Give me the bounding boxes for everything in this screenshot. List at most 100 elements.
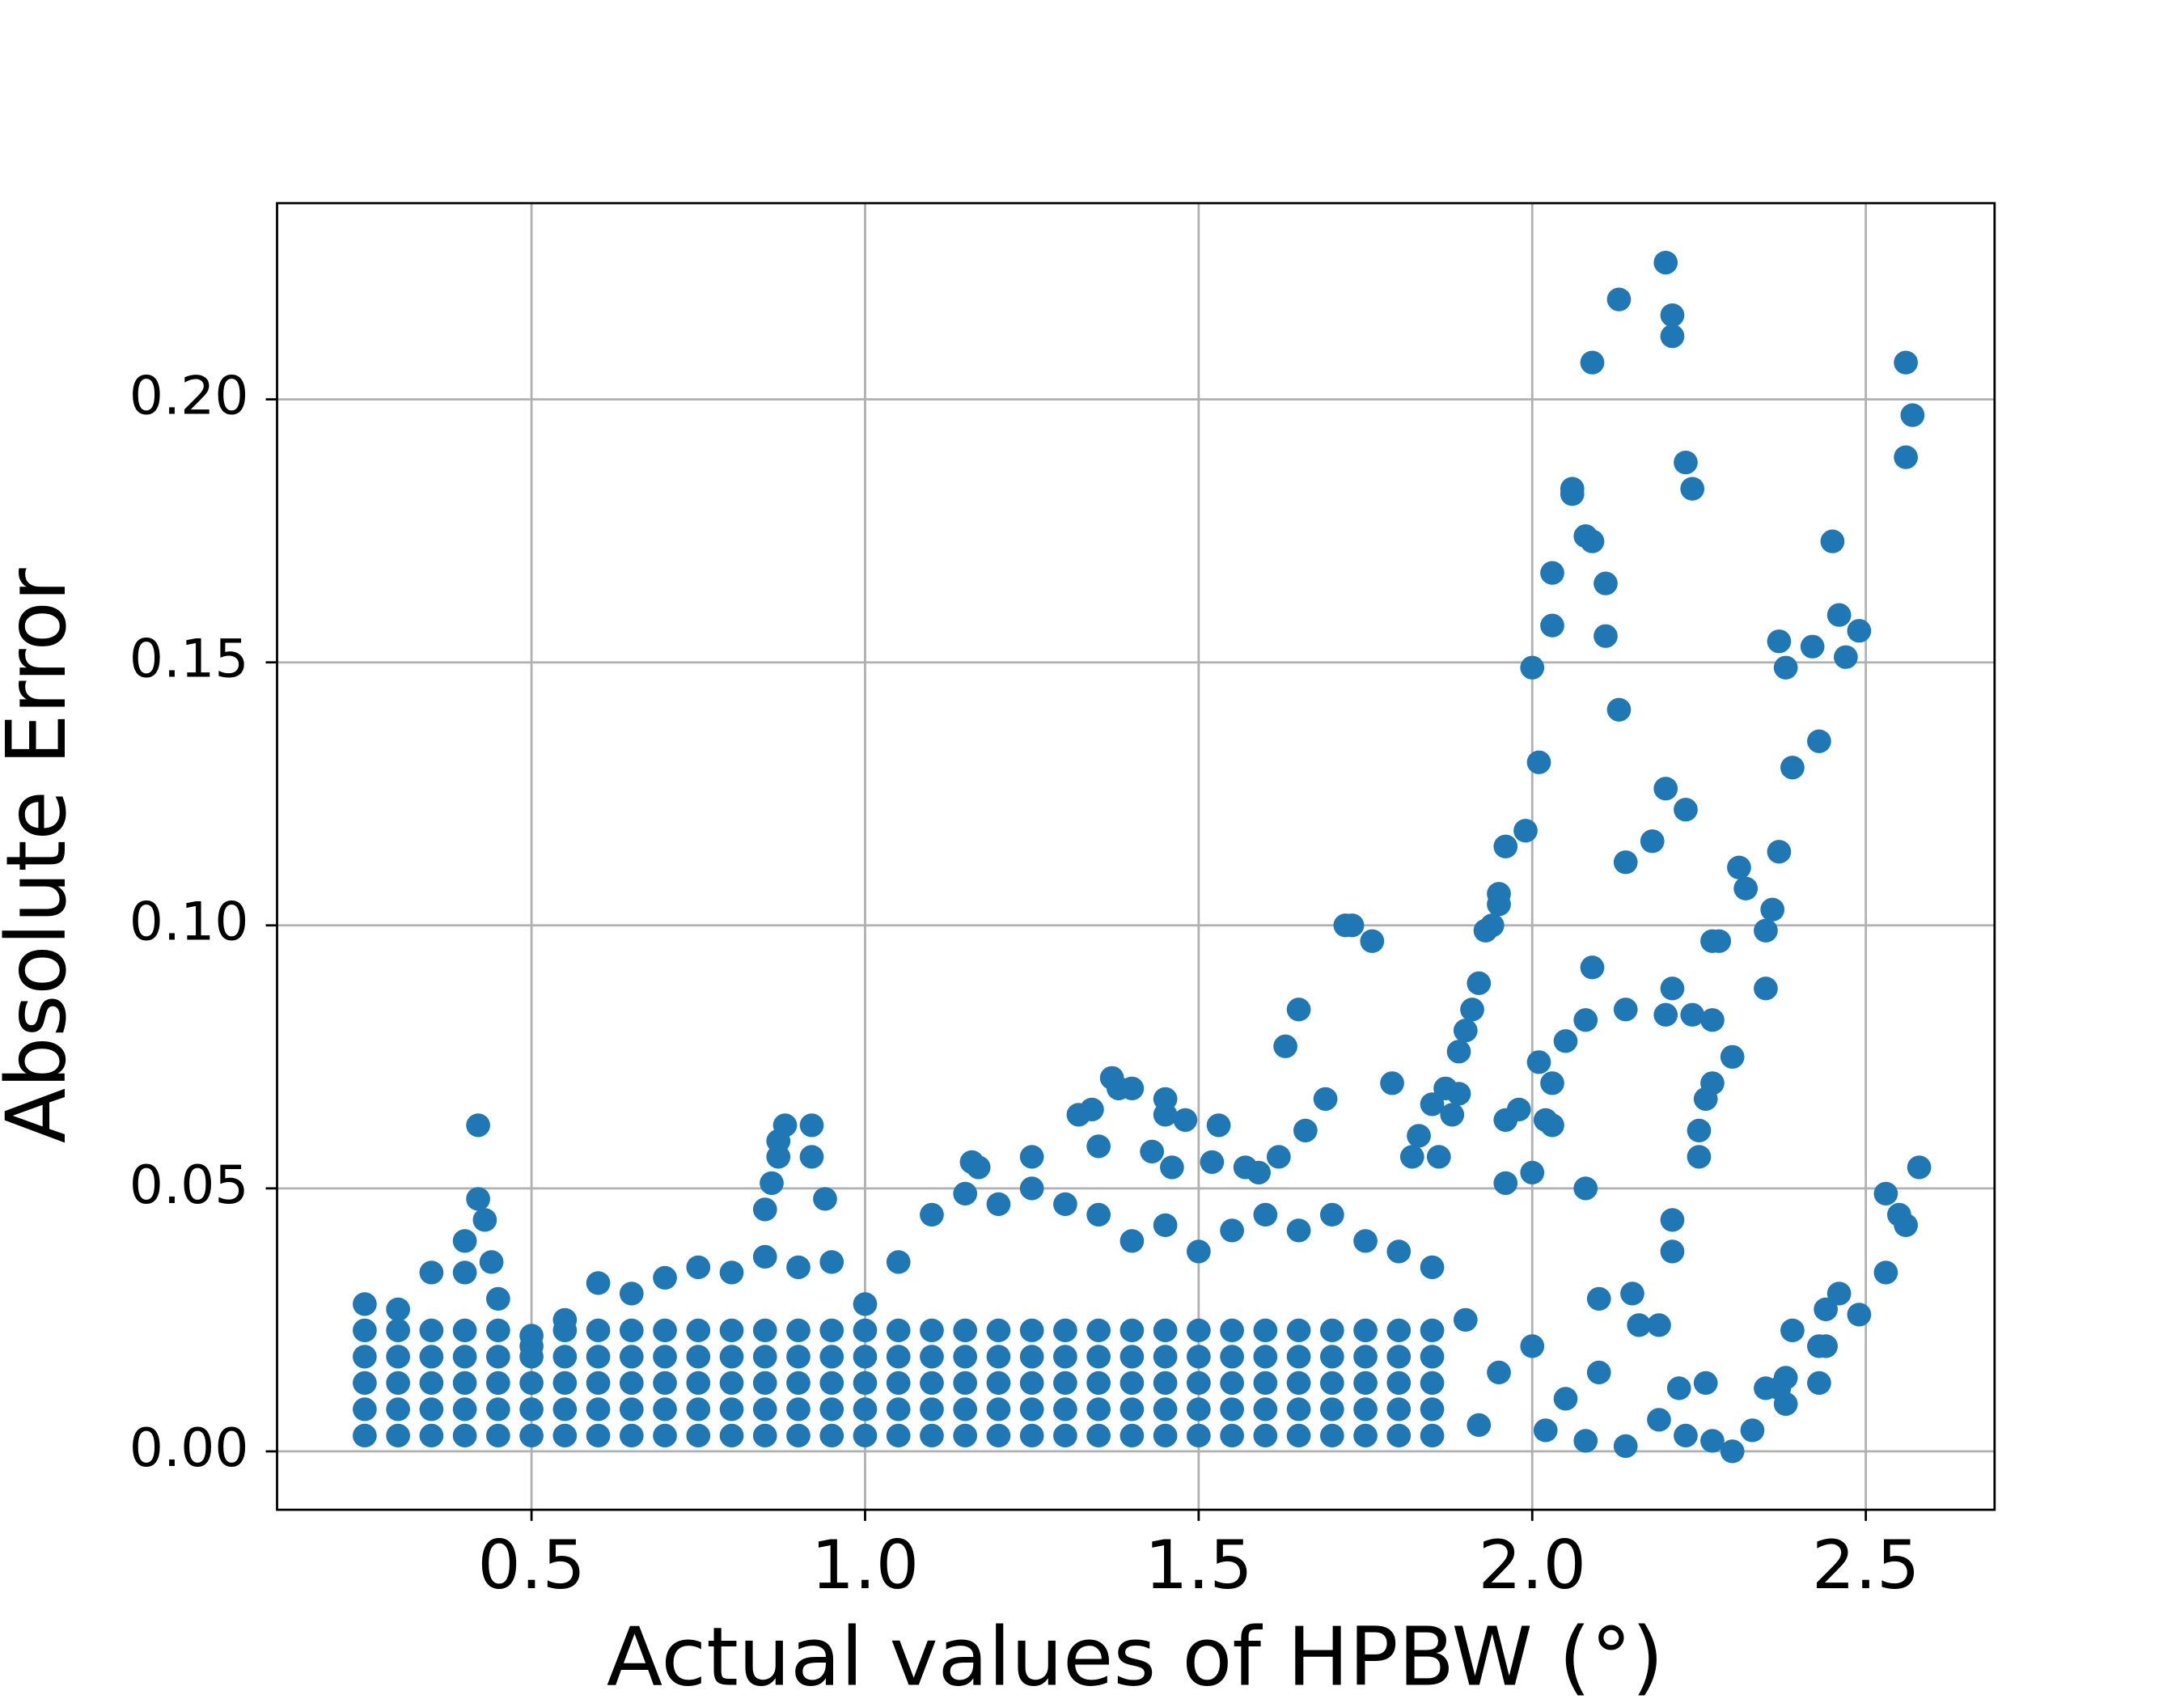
- point: [1319, 1318, 1344, 1343]
- point: [886, 1250, 911, 1274]
- point: [586, 1345, 611, 1369]
- point: [786, 1397, 811, 1421]
- point: [1286, 1218, 1311, 1243]
- point: [953, 1371, 978, 1396]
- point: [1080, 1097, 1104, 1121]
- point: [1826, 603, 1852, 627]
- point: [586, 1318, 611, 1343]
- point: [1540, 1071, 1564, 1095]
- point: [1019, 1371, 1044, 1396]
- point: [1187, 1423, 1211, 1448]
- point: [1479, 913, 1505, 938]
- point: [1019, 1345, 1044, 1369]
- point: [1894, 350, 1918, 375]
- point: [1160, 1155, 1184, 1180]
- point: [1353, 1229, 1378, 1253]
- point: [1513, 819, 1538, 843]
- point: [886, 1345, 911, 1369]
- y-tick-label: 0.15: [129, 628, 249, 689]
- point: [353, 1423, 377, 1448]
- point: [1613, 998, 1638, 1022]
- point: [1586, 1360, 1611, 1385]
- point: [819, 1423, 844, 1448]
- point: [1453, 1019, 1478, 1043]
- point: [1187, 1371, 1211, 1396]
- point: [486, 1318, 510, 1343]
- point: [853, 1345, 878, 1369]
- point: [1606, 287, 1632, 311]
- point: [1353, 1318, 1378, 1343]
- point: [1606, 697, 1632, 722]
- y-tick-label: 0.00: [129, 1417, 249, 1478]
- point: [1286, 998, 1311, 1022]
- x-tick-label: 0.5: [477, 1526, 585, 1604]
- point: [686, 1423, 711, 1448]
- point: [1894, 1213, 1918, 1237]
- point: [1594, 624, 1618, 648]
- point: [819, 1371, 844, 1396]
- point: [1153, 1318, 1178, 1343]
- point: [1727, 855, 1751, 879]
- point: [1120, 1371, 1145, 1396]
- point: [552, 1307, 578, 1333]
- point: [1820, 529, 1845, 553]
- point: [986, 1397, 1011, 1421]
- point: [1707, 929, 1732, 953]
- point: [1120, 1229, 1145, 1253]
- point: [1680, 477, 1705, 501]
- point: [1520, 1334, 1545, 1358]
- point: [1900, 403, 1925, 427]
- point: [1627, 1313, 1652, 1337]
- point: [853, 1292, 878, 1316]
- point: [1286, 1423, 1311, 1448]
- point: [386, 1397, 410, 1421]
- point: [719, 1318, 744, 1343]
- point: [1053, 1318, 1077, 1343]
- point: [1720, 1439, 1745, 1464]
- point: [1680, 1002, 1705, 1027]
- point: [1773, 655, 1798, 680]
- point: [1253, 1345, 1278, 1369]
- point: [1053, 1371, 1077, 1396]
- point: [1754, 1376, 1778, 1400]
- point: [653, 1318, 677, 1343]
- point: [586, 1423, 611, 1448]
- point: [719, 1397, 744, 1421]
- point: [1687, 1145, 1712, 1169]
- point: [1360, 929, 1385, 953]
- point: [1319, 1345, 1344, 1369]
- point: [1533, 1418, 1558, 1443]
- point: [920, 1423, 944, 1448]
- point: [813, 1187, 837, 1211]
- point: [1653, 1002, 1678, 1027]
- point: [479, 1250, 504, 1274]
- point: [1847, 1303, 1872, 1327]
- point: [853, 1423, 878, 1448]
- point: [1807, 729, 1831, 753]
- point: [1353, 1423, 1378, 1448]
- point: [519, 1324, 544, 1348]
- point: [466, 1187, 490, 1211]
- point: [1206, 1113, 1231, 1138]
- point: [1153, 1423, 1178, 1448]
- point: [1086, 1202, 1111, 1227]
- point: [1220, 1371, 1244, 1396]
- point: [1153, 1345, 1178, 1369]
- point: [1526, 1050, 1551, 1074]
- point: [853, 1318, 878, 1343]
- point: [1580, 955, 1605, 980]
- point: [1086, 1134, 1111, 1159]
- point: [853, 1397, 878, 1421]
- point: [1086, 1345, 1111, 1369]
- point: [1660, 1239, 1685, 1264]
- point: [419, 1318, 444, 1343]
- point: [1740, 1418, 1765, 1443]
- point: [619, 1318, 644, 1343]
- point: [752, 1371, 777, 1396]
- point: [1420, 1371, 1445, 1396]
- point: [1807, 1371, 1831, 1396]
- point: [1120, 1076, 1145, 1100]
- point: [1153, 1103, 1178, 1127]
- point: [886, 1397, 911, 1421]
- point: [353, 1345, 377, 1369]
